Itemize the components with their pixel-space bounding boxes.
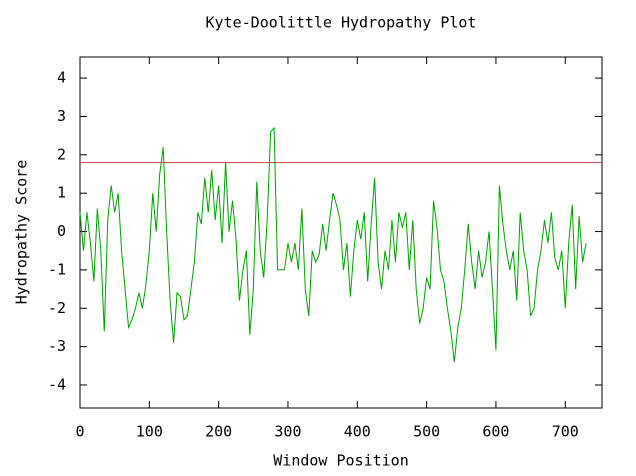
y-tick-label: 2 xyxy=(57,145,66,163)
y-tick-label: -2 xyxy=(48,299,66,317)
y-tick-label: -3 xyxy=(48,337,66,355)
y-tick-label: 1 xyxy=(57,184,66,202)
y-tick-label: 3 xyxy=(57,107,66,125)
x-tick-label: 600 xyxy=(482,423,509,441)
hydropathy-line xyxy=(79,126,587,363)
x-axis-label: Window Position xyxy=(273,452,408,470)
x-tick-label: 0 xyxy=(75,423,84,441)
x-tick-label: 700 xyxy=(552,423,579,441)
y-tick-label: 0 xyxy=(57,222,66,240)
y-tick-label: 4 xyxy=(57,69,66,87)
x-tick-label: 100 xyxy=(136,423,163,441)
x-tick-label: 300 xyxy=(274,423,301,441)
y-tick-label: -1 xyxy=(48,260,66,278)
plot-frame xyxy=(79,56,603,409)
x-tick-label: 400 xyxy=(344,423,371,441)
x-tick-label: 500 xyxy=(413,423,440,441)
y-tick-label: -4 xyxy=(48,375,66,393)
x-tick-label: 200 xyxy=(205,423,232,441)
chart-title: Kyte-Doolittle Hydropathy Plot xyxy=(206,14,477,32)
y-axis-label: Hydropathy Score xyxy=(13,160,31,305)
